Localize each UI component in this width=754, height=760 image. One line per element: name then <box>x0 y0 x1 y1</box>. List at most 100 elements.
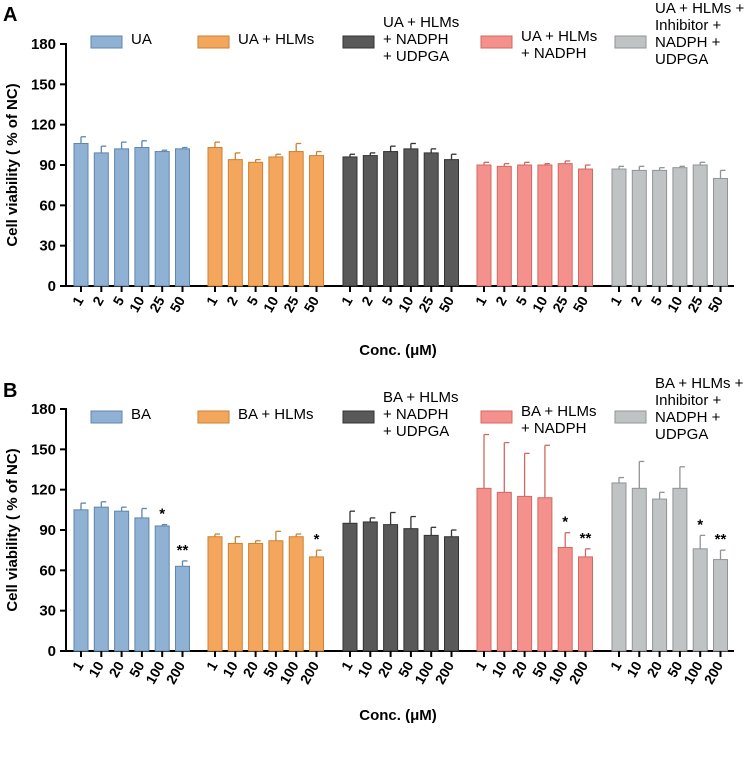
legend-label-line: + NADPH <box>383 406 448 423</box>
legend-label-line: BA + HLMs <box>383 389 458 406</box>
bar <box>383 151 399 287</box>
legend-label-line: UA + HLMs <box>521 28 597 45</box>
x-tick-label: 1 <box>472 658 490 673</box>
x-tick-label: 10 <box>354 658 376 680</box>
x-tick-label: 25 <box>415 293 437 315</box>
y-tick-label: 150 <box>31 441 56 458</box>
bar <box>423 534 439 652</box>
legend-swatch <box>90 35 123 49</box>
bar <box>227 159 243 287</box>
bar <box>517 164 533 287</box>
x-tick-label: 25 <box>280 293 302 315</box>
x-tick-label: 1 <box>607 293 625 308</box>
legend-label: UA + HLMs <box>238 31 314 48</box>
x-tick-label: 20 <box>240 658 262 680</box>
x-axis-title: Conc. (μM) <box>359 342 437 359</box>
legend-label-line: UA <box>131 31 152 48</box>
x-tick-label: 1 <box>607 658 625 673</box>
significance-label: * <box>159 506 165 523</box>
bar <box>309 155 324 287</box>
bar <box>652 169 668 287</box>
panel-letter: B <box>3 380 17 402</box>
y-tick-label: 180 <box>31 36 56 53</box>
x-tick-label: 200 <box>566 658 592 686</box>
y-tick-label: 30 <box>39 238 56 255</box>
x-tick-label: 100 <box>545 658 571 686</box>
bar <box>342 156 358 287</box>
significance-label: ** <box>177 542 189 559</box>
x-tick-label: 50 <box>569 293 591 315</box>
x-tick-label: 10 <box>219 658 241 680</box>
x-tick-label: 5 <box>243 293 261 308</box>
legend-label: BA + HLMs <box>238 406 313 423</box>
significance-label: * <box>314 531 320 548</box>
legend-label-line: BA <box>131 406 151 423</box>
y-tick-label: 0 <box>48 278 56 295</box>
bar <box>207 147 223 287</box>
significance-label: ** <box>580 530 592 547</box>
x-tick-label: 50 <box>300 293 322 315</box>
x-tick-label: 200 <box>432 658 458 686</box>
bar <box>73 142 89 287</box>
x-tick-label: 10 <box>126 293 148 315</box>
x-tick-label: 100 <box>142 658 168 686</box>
panel-letter: A <box>3 4 17 26</box>
bar <box>383 524 399 652</box>
legend-swatch <box>614 410 647 424</box>
x-tick-label: 10 <box>664 293 686 315</box>
x-tick-label: 100 <box>276 658 302 686</box>
legend-label: UA + HLMs + NADPH <box>521 28 597 62</box>
bar <box>537 164 553 287</box>
legend-label-line: Inhibitor + <box>655 392 722 409</box>
legend-label: BA + HLMs + Inhibitor + NADPH + UDPGA <box>655 375 744 443</box>
y-axis-title: Cell viability ( % of NC) <box>4 83 21 246</box>
x-tick-label: 50 <box>704 293 726 315</box>
legend-label-line: Inhibitor + <box>655 17 722 34</box>
x-tick-label: 10 <box>85 658 107 680</box>
legend-swatch <box>342 35 375 49</box>
bar <box>288 536 304 652</box>
bar <box>652 498 668 652</box>
x-tick-label: 1 <box>69 293 87 308</box>
significance-label: * <box>697 516 703 533</box>
legend-swatch <box>197 35 230 49</box>
bar <box>423 152 439 287</box>
bar <box>175 565 190 652</box>
x-tick-label: 2 <box>627 293 645 308</box>
legend-label-line: UDPGA <box>655 51 708 68</box>
bar <box>672 167 688 287</box>
legend-label: BA <box>131 406 151 423</box>
legend-label-line: + NADPH <box>521 45 586 62</box>
bar <box>268 156 284 287</box>
bar <box>631 169 647 287</box>
bar <box>557 546 573 652</box>
x-tick-label: 25 <box>684 293 706 315</box>
bar <box>578 556 593 652</box>
bar <box>611 168 627 287</box>
legend-swatch <box>90 410 123 424</box>
legend-label-line: + NADPH <box>521 420 586 437</box>
legend-label: BA + HLMs + NADPH + UDPGA <box>383 389 458 440</box>
bar <box>248 542 264 652</box>
bar <box>444 159 459 287</box>
legend-label: UA + HLMs + NADPH + UDPGA <box>383 14 459 65</box>
bar <box>342 522 358 652</box>
x-tick-label: 50 <box>166 293 188 315</box>
x-tick-label: 200 <box>163 658 189 686</box>
y-tick-label: 150 <box>31 76 56 93</box>
legend-label-line: BA + HLMs <box>521 403 596 420</box>
bar <box>93 506 109 652</box>
legend-label-line: NADPH + <box>655 409 721 426</box>
legend-swatch <box>480 410 513 424</box>
bar <box>476 487 492 652</box>
bar <box>713 177 728 287</box>
x-tick-label: 25 <box>146 293 168 315</box>
legend-swatch <box>480 35 513 49</box>
y-tick-label: 90 <box>39 522 56 539</box>
bar <box>268 540 284 652</box>
x-tick-label: 5 <box>647 293 665 308</box>
legend-swatch <box>342 410 375 424</box>
x-tick-label: 50 <box>664 658 686 680</box>
bar <box>713 559 728 652</box>
legend-label-line: + UDPGA <box>383 48 449 65</box>
